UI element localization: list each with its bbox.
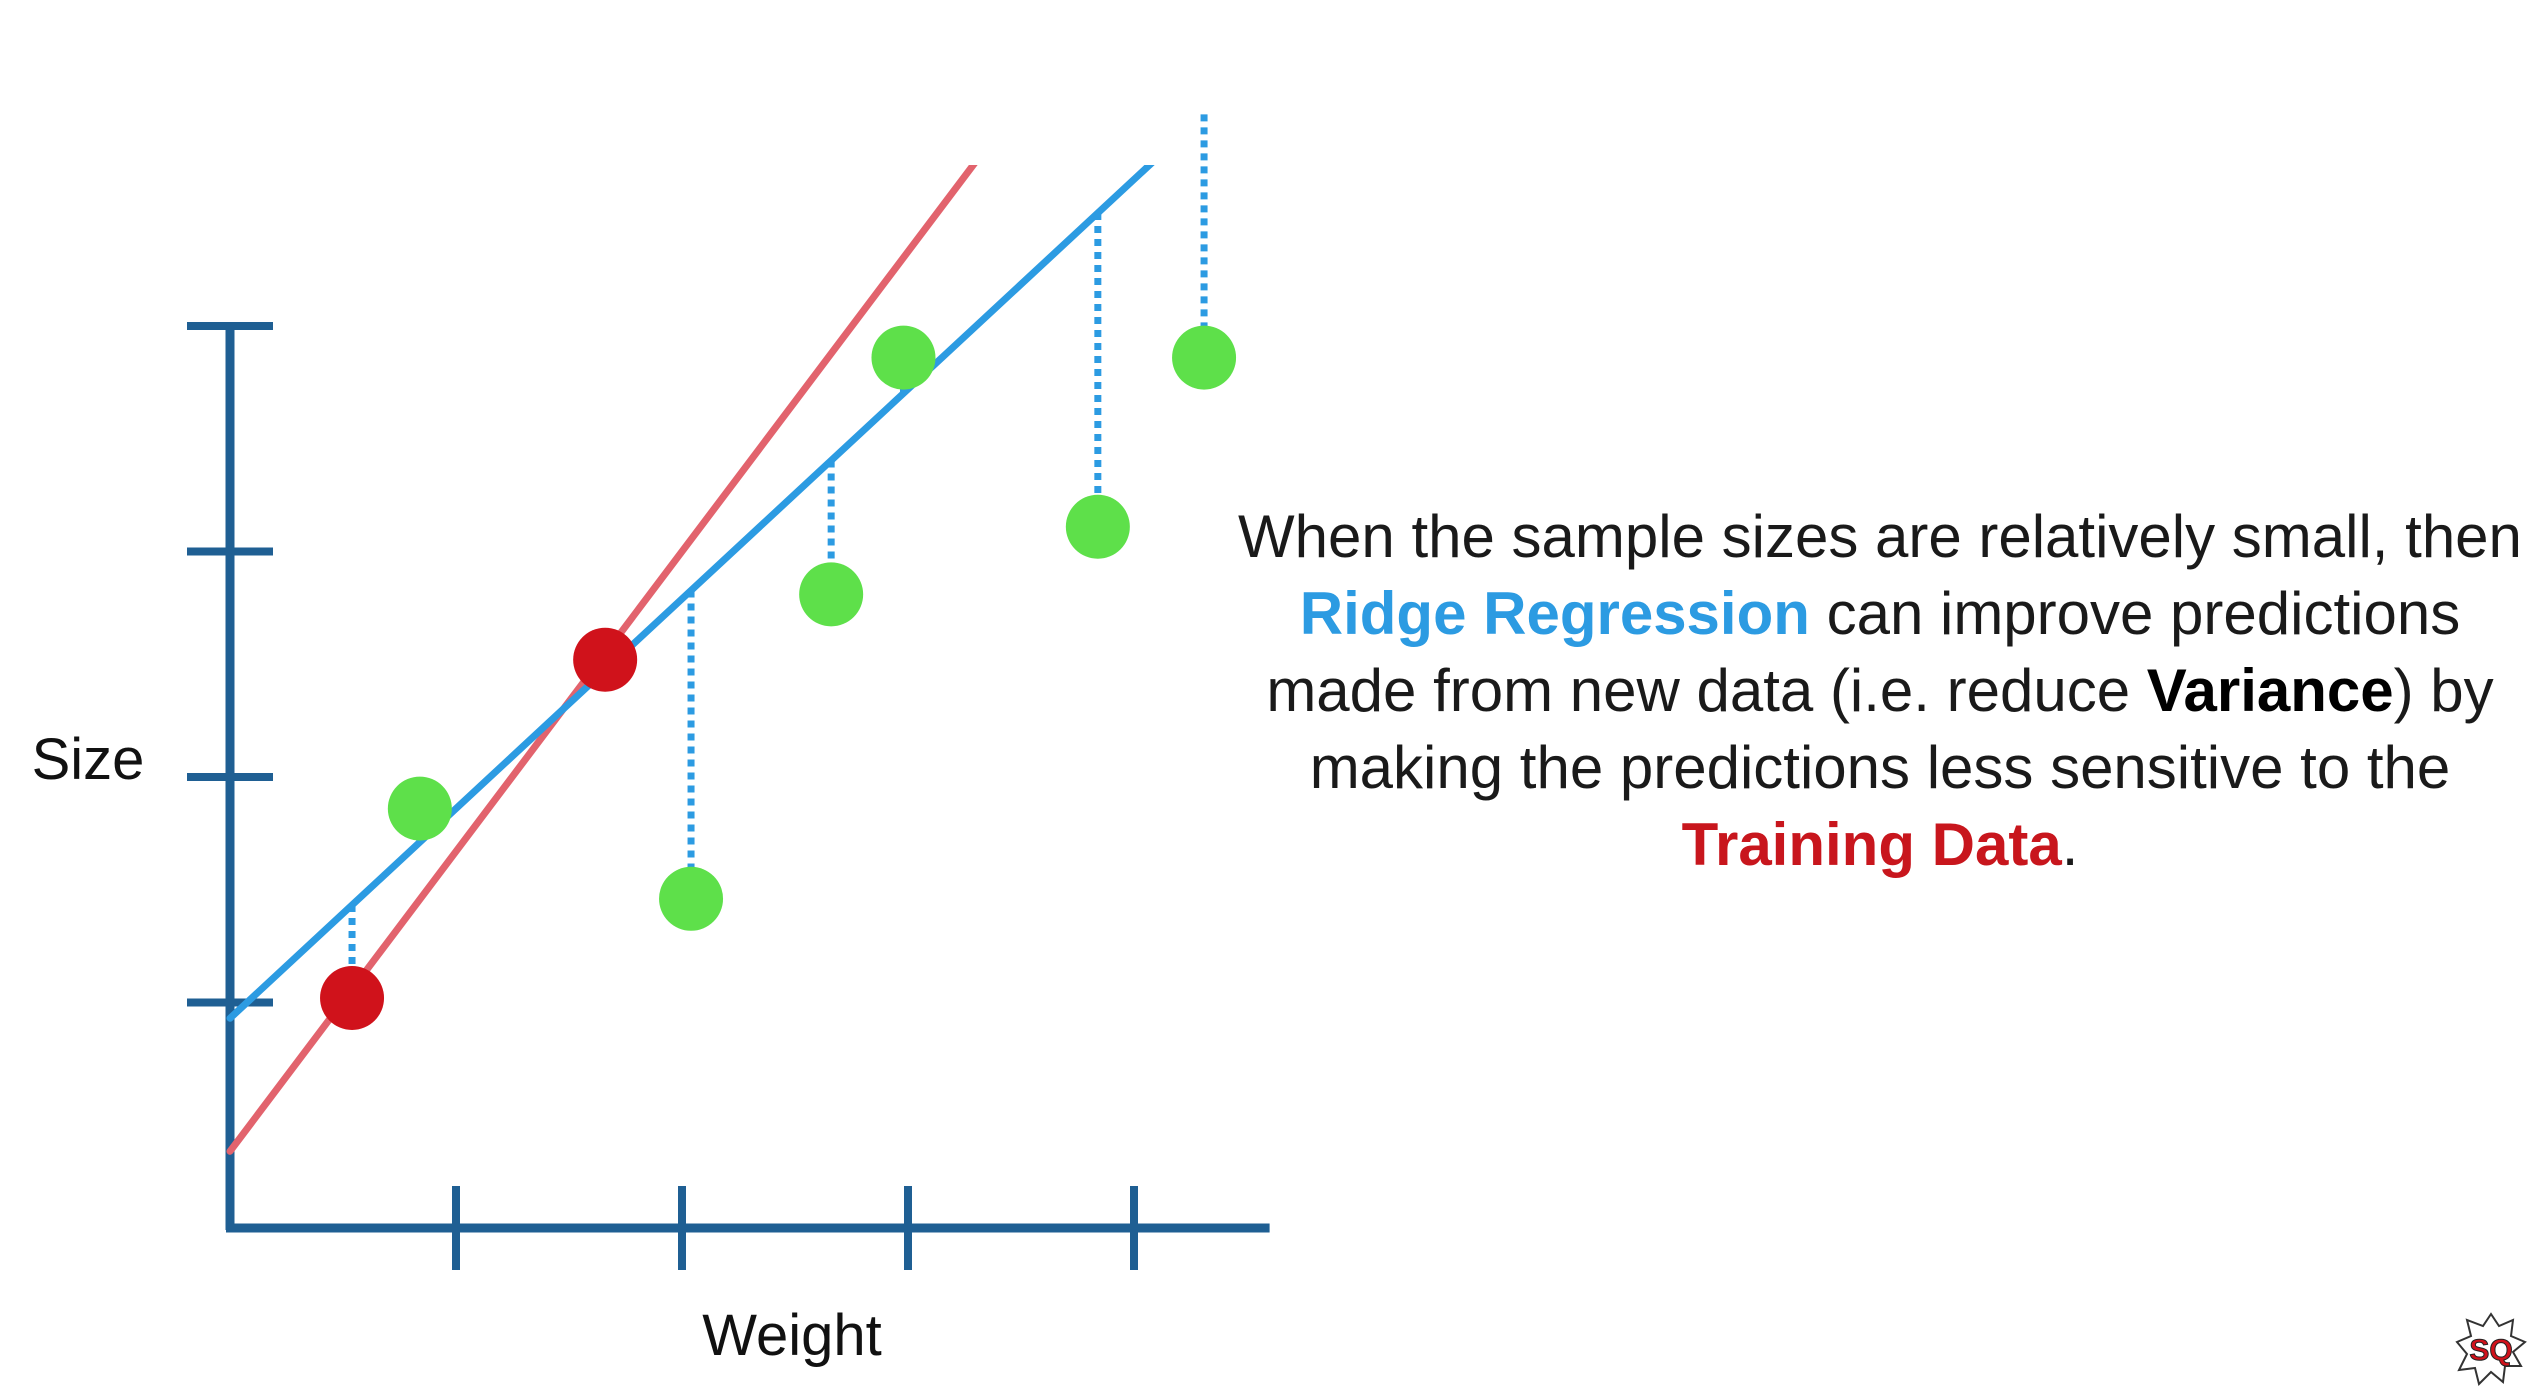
y-axis-label: Size (32, 727, 145, 792)
data-points (320, 325, 1237, 1030)
ridge-regression-fit-line (226, 165, 1155, 1022)
explanation-part-2: can improve predictions made from new da… (1266, 580, 2461, 724)
svg-text:SQ: SQ (2469, 1334, 2512, 1367)
testing-point-2 (659, 866, 724, 931)
testing-point-5 (1065, 494, 1130, 559)
testing-point-6 (1172, 325, 1237, 390)
testing-point-1 (387, 776, 452, 841)
testing-point-4 (871, 325, 936, 390)
ridge-regression-term: Ridge Regression (1299, 580, 1810, 647)
training-data-term: Training Data (1681, 811, 2062, 878)
axes (187, 322, 1270, 1270)
explanation-part-1: When the sample sizes are relatively sma… (1238, 503, 2522, 570)
variance-term: Variance (2146, 657, 2394, 724)
testing-point-3 (799, 562, 864, 627)
explanation-part-3: ) by making the predictions less sensiti… (1309, 657, 2494, 801)
training-point-2 (573, 627, 638, 692)
x-axis-label: Weight (702, 1303, 881, 1368)
explanation-text: When the sample sizes are relatively sma… (1235, 498, 2525, 883)
statquest-badge-icon: SQ (2455, 1312, 2527, 1388)
training-point-1 (320, 965, 385, 1030)
residual-lines (348, 114, 1208, 998)
explanation-part-4: . (2061, 811, 2079, 878)
